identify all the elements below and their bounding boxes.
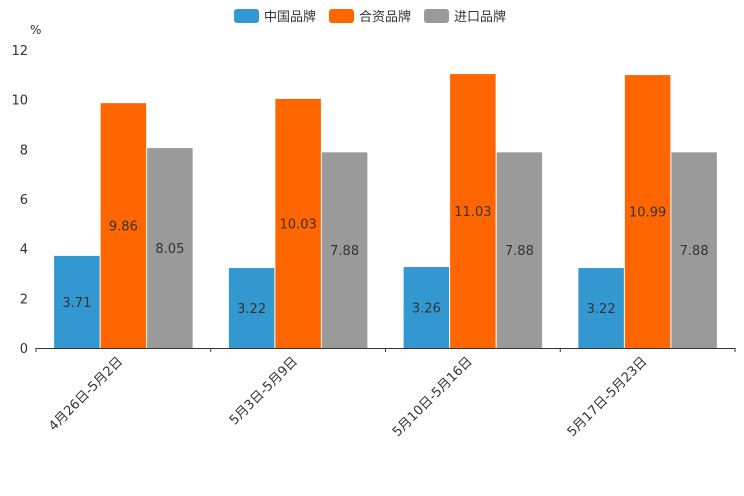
legend-item-series-1[interactable]: 中国品牌 — [234, 9, 316, 25]
bar-series-1-cat-3 — [403, 267, 450, 348]
bars: 3.71 9.86 8.05 3.22 10.03 7.88 3.26 11.03 7.88 3.… — [54, 74, 717, 349]
bar-series-1-cat-4 — [578, 268, 624, 348]
bar-series-3-cat-4 — [671, 152, 717, 348]
bar-series-3-cat-2 — [321, 152, 368, 348]
y-axis-unit-label: % — [30, 23, 41, 37]
x-tick-label: 5月10日-5月16日 — [390, 354, 476, 440]
legend-label: 进口品牌 — [454, 9, 506, 25]
bar-series-3-cat-3 — [496, 152, 543, 348]
data-label: 9.86 — [109, 220, 138, 235]
y-tick-label: 8 — [20, 143, 28, 158]
legend-item-series-2[interactable]: 合资品牌 — [329, 9, 411, 25]
data-label: 3.26 — [412, 302, 441, 317]
data-label: 10.99 — [629, 206, 666, 221]
y-tick-label: 4 — [20, 243, 28, 258]
bar-series-2-cat-4 — [624, 75, 671, 348]
y-tick-label: 0 — [20, 342, 28, 357]
bar-series-2-cat-2 — [275, 98, 321, 349]
y-axis: 0 2 4 6 8 10 12 — [11, 44, 28, 357]
bar-series-1-cat-1 — [54, 255, 100, 348]
data-label: 3.71 — [62, 296, 91, 311]
bar-series-3-cat-1 — [147, 148, 193, 348]
x-tick-label: 5月3日-5月9日 — [227, 354, 301, 428]
legend-swatch — [234, 9, 259, 23]
y-tick-label: 6 — [20, 193, 28, 208]
legend-swatch — [424, 9, 449, 23]
legend: 中国品牌 合资品牌 进口品牌 — [234, 9, 506, 25]
x-tick-label: 5月17日-5月23日 — [565, 354, 651, 440]
data-label: 8.05 — [155, 242, 184, 257]
y-tick-label: 12 — [11, 44, 28, 59]
data-label: 10.03 — [280, 217, 317, 232]
legend-swatch — [329, 9, 354, 23]
legend-item-series-3[interactable]: 进口品牌 — [424, 9, 506, 25]
x-tick-label: 4月26日-5月2日 — [46, 354, 126, 434]
bar-series-2-cat-1 — [100, 103, 147, 348]
bar-series-2-cat-3 — [450, 74, 496, 349]
y-tick-label: 2 — [20, 292, 28, 307]
data-label: 3.22 — [237, 302, 266, 317]
data-label: 7.88 — [680, 244, 709, 259]
bar-series-1-cat-2 — [228, 268, 275, 348]
data-label: 11.03 — [454, 205, 491, 220]
data-label: 7.88 — [505, 244, 534, 259]
legend-label: 中国品牌 — [264, 9, 316, 25]
y-tick-label: 10 — [11, 94, 28, 109]
data-label: 7.88 — [330, 244, 359, 259]
x-axis: 4月26日-5月2日 5月3日-5月9日 5月10日-5月16日 5月17日-5月23… — [35, 348, 736, 440]
legend-label: 合资品牌 — [359, 9, 411, 25]
data-label: 3.22 — [587, 302, 616, 317]
